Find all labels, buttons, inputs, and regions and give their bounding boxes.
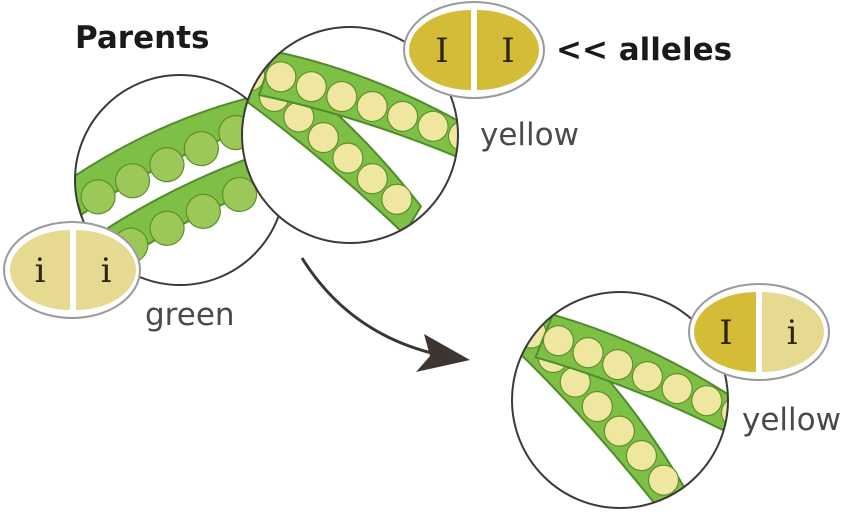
green-allele-pair: i i <box>3 221 141 319</box>
yellow-pea <box>581 390 613 423</box>
yellow-pea <box>720 397 728 429</box>
yellow-pea <box>356 163 388 195</box>
yellow-pea <box>417 110 449 142</box>
green-allele-1: i <box>35 251 46 291</box>
inheritance-arrow <box>300 257 470 372</box>
offspring-allele-pair: I i <box>688 283 830 381</box>
green-pea <box>185 193 221 229</box>
offspring-circle <box>511 291 729 509</box>
yellow-pea <box>447 120 458 152</box>
yellow-allele-1: I <box>435 31 448 71</box>
yellow-pea <box>387 100 419 132</box>
title: Parents <box>75 20 209 56</box>
green-allele-2: i <box>101 251 112 291</box>
offspring-label: yellow <box>742 402 841 438</box>
yellow-pea <box>631 361 664 393</box>
yellow-pea <box>602 349 634 381</box>
offspring-allele-2: i <box>787 313 798 353</box>
alleles-label: << alleles <box>556 32 732 68</box>
green-pea <box>114 163 151 199</box>
green-pea <box>183 131 219 167</box>
green-pea <box>80 179 116 215</box>
yellow-parent-label: yellow <box>480 117 579 153</box>
yellow-pea <box>326 81 358 113</box>
yellow-pea <box>542 325 575 357</box>
yellow-pea <box>307 121 339 154</box>
yellow-pea <box>625 440 658 472</box>
yellow-pea <box>356 90 388 123</box>
yellow-allele-pair: I I <box>403 1 545 99</box>
green-parent-label: green <box>145 297 235 333</box>
yellow-pea <box>332 142 364 174</box>
yellow-pods <box>242 46 458 236</box>
yellow-pea <box>572 337 604 369</box>
yellow-parent-circle <box>241 26 459 244</box>
yellow-pea <box>661 373 693 405</box>
yellow-pea <box>691 385 723 417</box>
yellow-pea <box>603 415 635 447</box>
yellow-pea <box>265 61 297 93</box>
yellow-pea <box>381 183 413 215</box>
yellow-pea <box>647 464 680 496</box>
green-pea <box>149 147 185 183</box>
yellow-allele-2: I <box>501 31 514 71</box>
offspring-allele-1: I <box>719 313 732 353</box>
yellow-pea <box>295 71 327 103</box>
green-pea <box>149 210 185 246</box>
